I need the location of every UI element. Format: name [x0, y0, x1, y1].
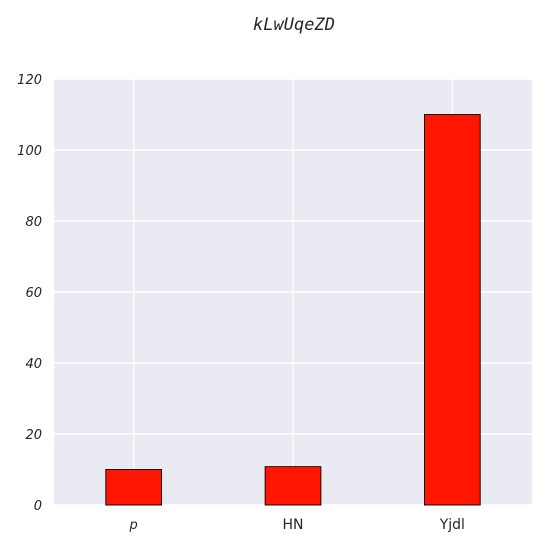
y-tick-label: 100 [17, 144, 42, 159]
bar [424, 114, 481, 506]
x-tick-label: Yjdl [439, 517, 465, 533]
y-tick-label: 40 [25, 357, 42, 372]
bar [264, 466, 322, 506]
x-tick-label: p [129, 518, 138, 533]
chart-title: kLwUqeZD [253, 15, 335, 35]
x-tick-label: HN [283, 517, 304, 533]
y-tick-label: 80 [25, 215, 42, 230]
y-tick-label: 60 [25, 286, 42, 301]
y-tick-label: 20 [25, 428, 42, 443]
y-tick-label: 0 [34, 499, 42, 514]
y-tick-label: 120 [17, 73, 42, 88]
bar [105, 469, 162, 506]
